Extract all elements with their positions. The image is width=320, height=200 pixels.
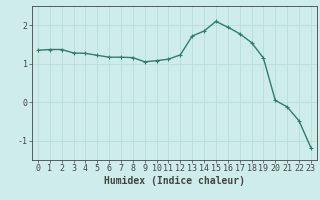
X-axis label: Humidex (Indice chaleur): Humidex (Indice chaleur) [104, 176, 245, 186]
